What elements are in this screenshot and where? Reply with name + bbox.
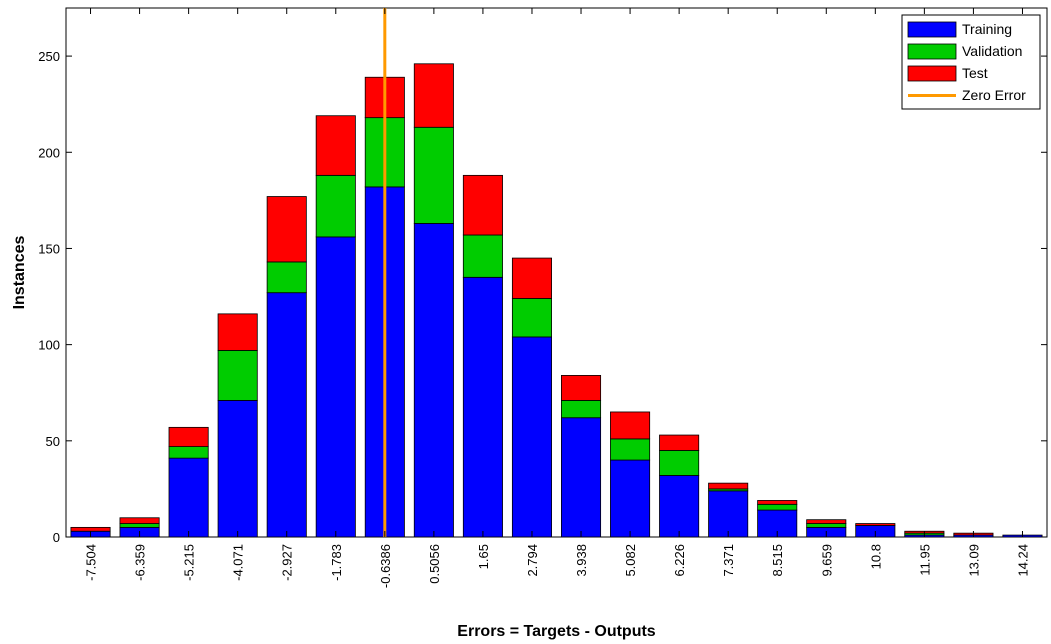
y-axis: 0 50 100 150 200 250 xyxy=(38,49,1047,545)
bar-validation-12 xyxy=(659,450,700,476)
x-tick-label: -7.504 xyxy=(84,544,99,581)
bar-test-3 xyxy=(217,313,258,351)
x-tick-label: 8.515 xyxy=(770,544,785,577)
bar-validation-2 xyxy=(168,446,209,459)
x-tick-label: 5.082 xyxy=(623,544,638,577)
bar-training-13 xyxy=(708,490,749,538)
y-tick-label: 50 xyxy=(46,434,60,449)
x-tick-label: -0.6386 xyxy=(378,544,393,588)
y-tick-label: 0 xyxy=(53,530,60,545)
x-tick-label: 11.95 xyxy=(917,544,932,576)
legend-swatch-test xyxy=(907,65,957,82)
x-tick-label: -6.359 xyxy=(133,544,148,581)
legend-label: Test xyxy=(962,65,988,81)
bar-test-14 xyxy=(757,500,798,505)
bar-test-8 xyxy=(462,174,503,236)
x-axis-title: Errors = Targets - Outputs xyxy=(457,623,656,640)
bar-test-2 xyxy=(168,426,209,447)
legend-label: Validation xyxy=(962,43,1022,59)
x-tick-label: -2.927 xyxy=(280,544,295,581)
x-tick-label: 9.659 xyxy=(819,544,834,577)
bar-test-7 xyxy=(413,63,454,128)
bar-validation-3 xyxy=(217,350,258,401)
x-tick-label: -4.071 xyxy=(231,544,246,581)
bar-training-5 xyxy=(315,236,356,538)
bar-validation-10 xyxy=(561,400,602,419)
y-tick-label: 250 xyxy=(38,49,60,64)
legend-label: Zero Error xyxy=(962,87,1026,103)
y-tick-label: 200 xyxy=(38,145,60,160)
bar-test-4 xyxy=(266,196,307,263)
bar-test-12 xyxy=(659,434,700,451)
bar-test-15 xyxy=(806,519,847,524)
bar-validation-7 xyxy=(413,126,454,224)
bar-validation-1 xyxy=(119,523,160,528)
bars-layer xyxy=(70,63,1043,538)
legend-label: Training xyxy=(962,21,1012,37)
bar-training-11 xyxy=(610,459,651,538)
bar-validation-8 xyxy=(462,234,503,278)
bar-test-9 xyxy=(511,257,552,299)
x-tick-label: 13.09 xyxy=(966,544,981,577)
bar-test-1 xyxy=(119,517,160,524)
bar-validation-9 xyxy=(511,298,552,338)
bar-training-12 xyxy=(659,475,700,538)
bar-training-7 xyxy=(413,223,454,538)
bar-training-2 xyxy=(168,457,209,538)
bar-test-16 xyxy=(855,523,896,526)
x-tick-label: 6.226 xyxy=(672,544,687,577)
bar-training-10 xyxy=(561,417,602,538)
bar-validation-4 xyxy=(266,261,307,294)
x-tick-label: 1.65 xyxy=(476,544,491,569)
x-tick-label: -1.783 xyxy=(329,544,344,581)
x-tick-label: 14.24 xyxy=(1015,544,1030,577)
bar-test-11 xyxy=(610,411,651,440)
bar-training-3 xyxy=(217,400,258,538)
bar-validation-14 xyxy=(757,503,798,511)
bar-test-10 xyxy=(561,375,602,401)
bar-validation-5 xyxy=(315,174,356,238)
bar-validation-15 xyxy=(806,523,847,528)
bar-training-8 xyxy=(462,276,503,538)
legend-swatch-training xyxy=(907,21,957,38)
x-tick-label: 0.5056 xyxy=(427,544,442,584)
bar-test-0 xyxy=(70,526,111,532)
x-tick-label: 3.938 xyxy=(574,544,589,577)
bar-training-9 xyxy=(511,336,552,538)
legend: Training Validation Test Zero Error xyxy=(901,14,1041,110)
plot-area xyxy=(65,7,1048,538)
x-axis: -7.504 -6.359 -5.215 -4.071 -2.927 -1.783 -0.6… xyxy=(84,8,1030,588)
x-tick-label: 7.371 xyxy=(721,544,736,577)
y-tick-label: 100 xyxy=(38,338,60,353)
y-tick-label: 150 xyxy=(38,241,60,256)
legend-swatch-validation xyxy=(907,43,957,60)
y-axis-title: Instances xyxy=(11,235,28,309)
bar-validation-11 xyxy=(610,438,651,461)
bar-test-13 xyxy=(708,482,749,490)
x-tick-label: -5.215 xyxy=(182,544,197,581)
x-tick-label: 10.8 xyxy=(868,544,883,569)
bar-training-4 xyxy=(266,292,307,538)
bar-test-5 xyxy=(315,115,356,176)
x-tick-label: 2.794 xyxy=(525,544,540,577)
